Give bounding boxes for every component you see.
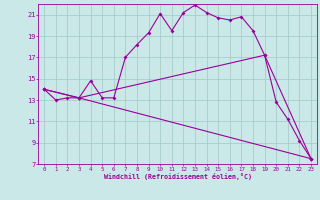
X-axis label: Windchill (Refroidissement éolien,°C): Windchill (Refroidissement éolien,°C) xyxy=(104,173,252,180)
